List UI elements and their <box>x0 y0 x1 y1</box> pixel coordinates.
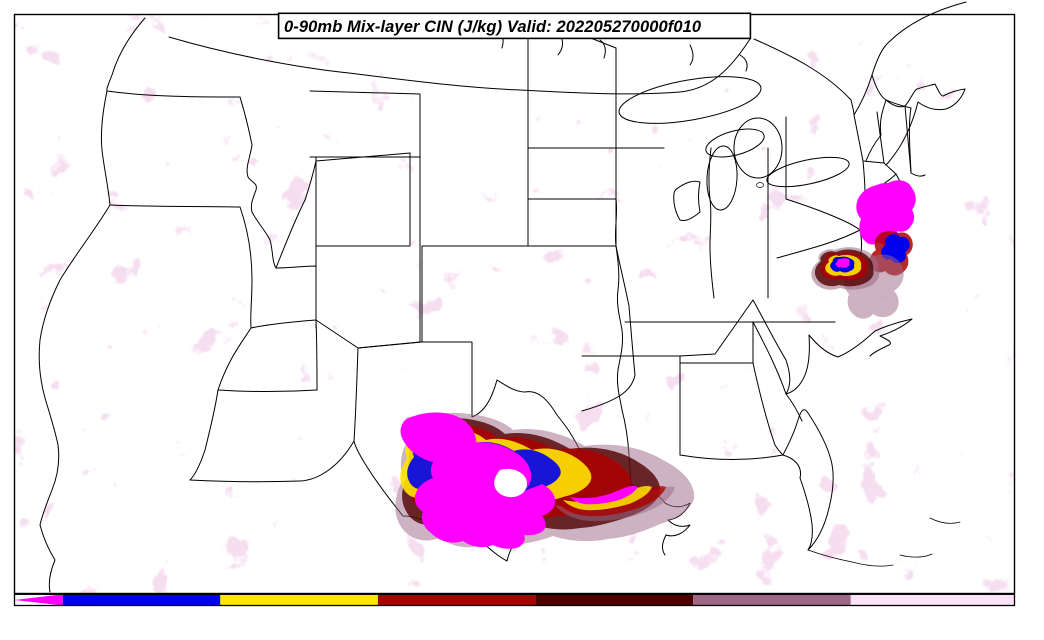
svg-text:0-90mb Mix-layer CIN (J/kg) Va: 0-90mb Mix-layer CIN (J/kg) Valid: 20220… <box>284 18 702 36</box>
